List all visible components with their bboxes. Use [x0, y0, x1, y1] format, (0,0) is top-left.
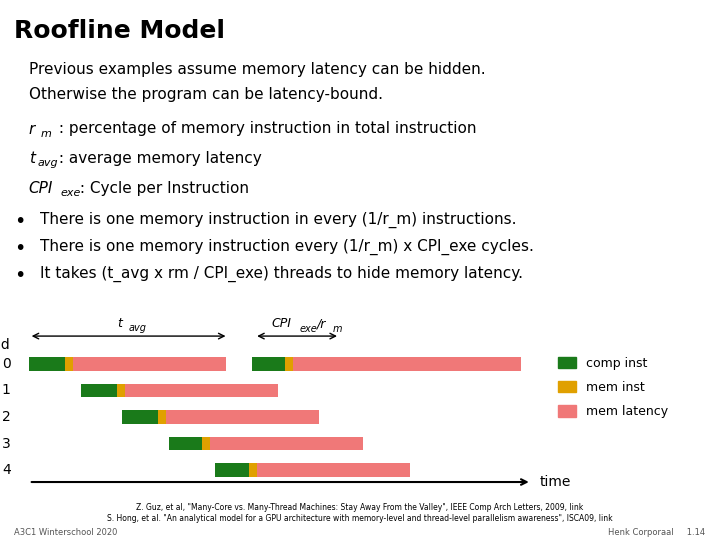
Text: t: t — [29, 151, 35, 166]
Text: Z. Guz, et al, "Many-Core vs. Many-Thread Machines: Stay Away From the Valley", : Z. Guz, et al, "Many-Core vs. Many-Threa… — [136, 503, 584, 512]
Text: exe: exe — [60, 188, 81, 198]
Text: t: t — [117, 317, 122, 330]
Bar — [73, 357, 226, 371]
Text: avg: avg — [37, 158, 58, 168]
Bar — [202, 437, 210, 450]
Text: •: • — [14, 212, 26, 231]
Bar — [252, 357, 285, 371]
Text: S. Hong, et al. "An analytical model for a GPU architecture with memory-level an: S. Hong, et al. "An analytical model for… — [107, 514, 613, 523]
Text: •: • — [14, 239, 26, 258]
Text: Henk Corporaal     1.14: Henk Corporaal 1.14 — [608, 528, 706, 537]
Text: time: time — [539, 475, 571, 489]
Text: thread: thread — [0, 338, 11, 352]
Text: CPI: CPI — [29, 181, 53, 196]
Bar — [249, 463, 257, 477]
Text: Otherwise the program can be latency-bound.: Otherwise the program can be latency-bou… — [29, 87, 383, 103]
Text: Previous examples assume memory latency can be hidden.: Previous examples assume memory latency … — [29, 62, 485, 77]
Bar — [293, 357, 521, 371]
Text: : Cycle per Instruction: : Cycle per Instruction — [75, 181, 249, 196]
Text: 4: 4 — [2, 463, 11, 477]
Text: 3: 3 — [2, 436, 11, 450]
Legend: comp inst, mem inst, mem latency: comp inst, mem inst, mem latency — [554, 352, 673, 423]
Text: 0: 0 — [2, 357, 11, 371]
Text: r: r — [29, 122, 35, 137]
Bar — [285, 357, 293, 371]
Bar — [158, 410, 166, 424]
Bar — [117, 383, 125, 397]
Bar — [65, 357, 73, 371]
Text: •: • — [14, 266, 26, 285]
Bar — [210, 437, 363, 450]
Bar — [81, 383, 117, 397]
Bar — [257, 463, 410, 477]
Bar — [166, 410, 319, 424]
Bar — [29, 357, 65, 371]
Text: Roofline Model: Roofline Model — [14, 19, 225, 43]
Text: There is one memory instruction in every (1/r_m) instructions.: There is one memory instruction in every… — [40, 212, 516, 228]
Bar — [168, 437, 202, 450]
Bar — [125, 383, 278, 397]
Text: 1: 1 — [1, 383, 11, 397]
Text: exe: exe — [300, 324, 318, 334]
Text: It takes (t_avg x rm / CPI_exe) threads to hide memory latency.: It takes (t_avg x rm / CPI_exe) threads … — [40, 266, 523, 282]
Text: There is one memory instruction every (1/r_m) x CPI_exe cycles.: There is one memory instruction every (1… — [40, 239, 534, 255]
Bar — [122, 410, 158, 424]
Text: m: m — [41, 129, 52, 139]
Text: /r: /r — [317, 317, 326, 330]
Text: avg: avg — [128, 323, 146, 333]
Text: CPI: CPI — [271, 317, 292, 330]
Bar — [215, 463, 249, 477]
Text: 2: 2 — [2, 410, 11, 424]
Text: A3C1 Winterschool 2020: A3C1 Winterschool 2020 — [14, 528, 118, 537]
Text: : average memory latency: : average memory latency — [54, 151, 262, 166]
Text: : percentage of memory instruction in total instruction: : percentage of memory instruction in to… — [54, 122, 477, 137]
Text: m: m — [333, 324, 342, 334]
